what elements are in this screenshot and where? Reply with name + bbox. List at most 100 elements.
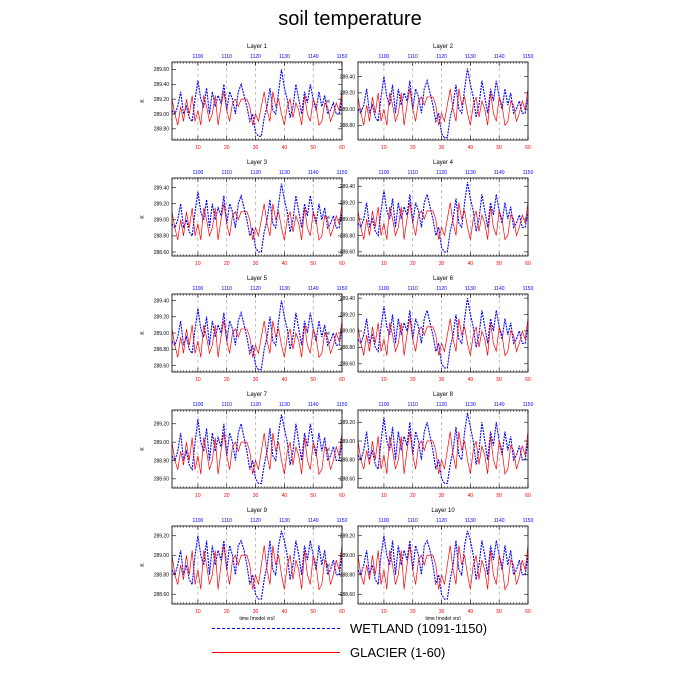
top-tick-label: 1150 bbox=[337, 402, 348, 408]
top-tick-label: 1110 bbox=[408, 54, 419, 60]
top-tick-label: 1110 bbox=[222, 170, 233, 176]
panel-7: Layer 7 10 20 30 40 50 60 1100 1110 1120 1130 1140 1… bbox=[140, 392, 348, 499]
x-tick-label: 40 bbox=[468, 377, 474, 383]
top-tick-label: 1140 bbox=[308, 518, 319, 524]
top-tick-label: 1100 bbox=[193, 54, 204, 60]
x-tick-label: 20 bbox=[410, 261, 416, 267]
x-tick-label: 50 bbox=[310, 145, 316, 151]
y-tick-label: 288.60 bbox=[154, 592, 170, 598]
y-tick-label: 288.60 bbox=[154, 477, 170, 483]
x-tick-label: 40 bbox=[282, 145, 288, 151]
x-tick-label: 10 bbox=[195, 261, 201, 267]
y-tick-label: 289.00 bbox=[154, 553, 170, 559]
x-tick-label: 30 bbox=[439, 377, 445, 383]
top-tick-label: 1130 bbox=[465, 402, 476, 408]
panel-title: Layer 7 bbox=[247, 392, 268, 398]
top-tick-label: 1140 bbox=[494, 402, 505, 408]
panel-title: Layer 3 bbox=[247, 160, 268, 166]
x-tick-label: 40 bbox=[282, 493, 288, 499]
top-tick-label: 1150 bbox=[337, 518, 348, 524]
wetland-series-line bbox=[171, 69, 343, 137]
top-tick-label: 1110 bbox=[408, 286, 419, 292]
x-tick-label: 50 bbox=[496, 145, 502, 151]
y-tick-label: 289.40 bbox=[154, 298, 170, 304]
panel-title: Layer 9 bbox=[247, 508, 268, 514]
y-axis-label: K bbox=[140, 331, 146, 335]
x-axis-label: time [model yrs] bbox=[425, 616, 461, 620]
x-tick-label: 30 bbox=[253, 493, 259, 499]
plot-frame bbox=[171, 61, 343, 141]
legend-glacier-label: GLACIER (1-60) bbox=[350, 644, 446, 660]
y-tick-label: 288.80 bbox=[154, 458, 170, 464]
top-tick-label: 1130 bbox=[279, 54, 290, 60]
panel-5: Layer 5 10 20 30 40 50 60 1100 1110 1120 1130 1140 1… bbox=[140, 276, 348, 383]
top-tick-label: 1120 bbox=[436, 170, 447, 176]
glacier-series-line bbox=[171, 432, 343, 476]
y-tick-label: 288.60 bbox=[340, 592, 356, 598]
x-tick-label: 60 bbox=[339, 493, 345, 499]
top-tick-label: 1130 bbox=[465, 286, 476, 292]
chart-panels: Layer 1 10 20 30 40 50 60 1100 1110 1120 1130 1140 1… bbox=[140, 44, 534, 620]
plot-frame bbox=[357, 409, 529, 489]
y-axis-label: K bbox=[140, 563, 146, 567]
y-tick-label: 289.40 bbox=[340, 184, 356, 190]
y-tick-label: 289.00 bbox=[340, 439, 356, 445]
x-tick-label: 30 bbox=[253, 609, 259, 615]
wetland-series-line bbox=[171, 300, 343, 371]
panel-title: Layer 5 bbox=[247, 276, 268, 282]
top-tick-label: 1140 bbox=[494, 170, 505, 176]
x-tick-label: 40 bbox=[468, 261, 474, 267]
top-tick-label: 1130 bbox=[465, 170, 476, 176]
top-tick-label: 1140 bbox=[494, 518, 505, 524]
y-tick-label: 288.80 bbox=[154, 347, 170, 353]
x-tick-label: 60 bbox=[525, 261, 531, 267]
glacier-series-line bbox=[171, 91, 343, 126]
y-axis-label: K bbox=[326, 563, 332, 567]
y-tick-label: 289.40 bbox=[340, 74, 356, 80]
top-tick-label: 1140 bbox=[308, 286, 319, 292]
y-tick-label: 289.20 bbox=[340, 312, 356, 318]
top-tick-label: 1100 bbox=[193, 518, 204, 524]
x-tick-label: 20 bbox=[410, 377, 416, 383]
top-tick-label: 1150 bbox=[523, 518, 534, 524]
wetland-series-line bbox=[357, 68, 529, 139]
top-tick-label: 1120 bbox=[436, 518, 447, 524]
glacier-series-line bbox=[357, 431, 529, 475]
plot-frame bbox=[357, 61, 529, 141]
x-tick-label: 20 bbox=[224, 377, 230, 383]
y-axis-label: K bbox=[140, 447, 146, 451]
y-tick-label: 289.20 bbox=[154, 422, 170, 428]
top-tick-label: 1120 bbox=[250, 286, 261, 292]
panel-3: Layer 3 10 20 30 40 50 60 1100 1110 1120 1130 1140 1… bbox=[140, 160, 348, 267]
panel-title: Layer 2 bbox=[433, 44, 454, 50]
top-tick-label: 1110 bbox=[222, 518, 233, 524]
top-tick-label: 1100 bbox=[193, 402, 204, 408]
y-axis-label: K bbox=[140, 215, 146, 219]
x-tick-label: 10 bbox=[381, 493, 387, 499]
y-tick-label: 289.00 bbox=[154, 440, 170, 446]
y-axis-label: K bbox=[326, 447, 332, 451]
y-tick-label: 289.40 bbox=[154, 82, 170, 88]
top-tick-label: 1140 bbox=[494, 54, 505, 60]
x-tick-label: 30 bbox=[253, 377, 259, 383]
x-tick-label: 50 bbox=[496, 377, 502, 383]
panel-title: Layer 8 bbox=[433, 392, 454, 398]
y-tick-label: 289.00 bbox=[340, 553, 356, 559]
y-tick-label: 289.00 bbox=[154, 331, 170, 337]
glacier-series-line bbox=[171, 320, 343, 359]
y-tick-label: 289.40 bbox=[154, 185, 170, 191]
y-tick-label: 288.80 bbox=[340, 458, 356, 464]
y-tick-label: 289.20 bbox=[340, 534, 356, 540]
glacier-series-line bbox=[171, 203, 343, 241]
glacier-series-line bbox=[357, 318, 529, 357]
y-axis-label: K bbox=[326, 99, 332, 103]
x-tick-label: 20 bbox=[224, 145, 230, 151]
top-tick-label: 1110 bbox=[408, 170, 419, 176]
y-tick-label: 289.20 bbox=[154, 97, 170, 103]
panel-title: Layer 10 bbox=[431, 508, 455, 514]
y-axis-label: K bbox=[140, 99, 146, 103]
x-tick-label: 20 bbox=[410, 493, 416, 499]
x-tick-label: 60 bbox=[525, 609, 531, 615]
panel-title: Layer 1 bbox=[247, 44, 268, 50]
y-tick-label: 288.80 bbox=[340, 233, 356, 239]
